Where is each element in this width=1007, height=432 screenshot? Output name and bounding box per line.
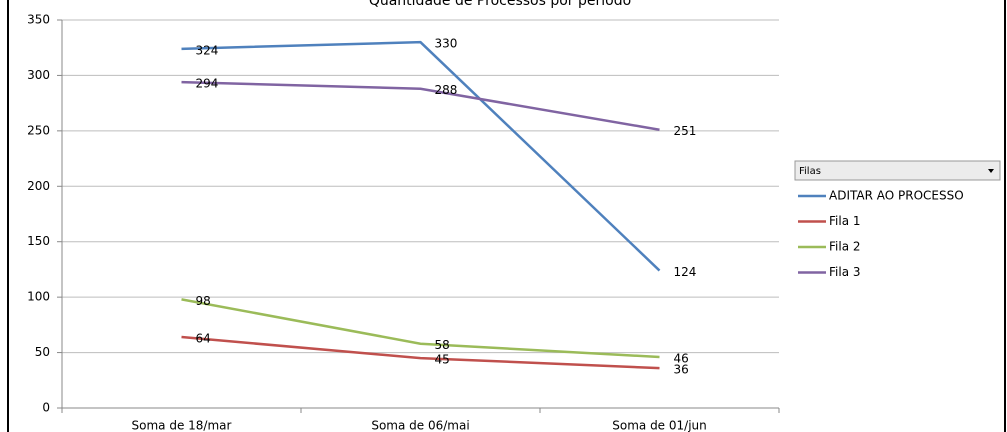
data-label: 324	[196, 43, 219, 57]
y-tick-label: 0	[42, 401, 50, 415]
x-tick-label: Soma de 01/jun	[612, 419, 707, 432]
data-label: 45	[435, 353, 450, 367]
series-line	[181, 298, 660, 359]
data-label: 330	[435, 37, 458, 51]
series-line	[181, 80, 660, 131]
legend-label: ADITAR AO PROCESSO	[829, 189, 964, 203]
y-tick-label: 350	[27, 13, 50, 27]
y-tick-label: 50	[35, 345, 50, 359]
x-tick-label: Soma de 18/mar	[132, 419, 232, 432]
dropdown-arrow	[988, 169, 994, 173]
y-tick-label: 150	[27, 234, 50, 248]
legend-label: Fila 1	[829, 214, 861, 228]
data-label: 124	[674, 265, 697, 279]
data-label: 251	[674, 124, 697, 138]
data-label: 64	[196, 332, 211, 346]
series-line	[181, 335, 660, 370]
legend-label: Fila 3	[829, 265, 861, 279]
x-tick-label: Soma de 06/mai	[371, 419, 469, 432]
data-label: 288	[435, 83, 458, 97]
chart-frame	[7, 0, 1006, 432]
data-label: 294	[196, 77, 219, 91]
series-line	[181, 40, 661, 272]
data-label: 36	[674, 363, 689, 377]
data-label: 98	[196, 294, 211, 308]
y-tick-label: 300	[27, 68, 50, 82]
y-tick-label: 100	[27, 290, 50, 304]
legend-label: Fila 2	[829, 240, 861, 254]
chart-title: Quantidade de Processos por período	[369, 0, 631, 9]
y-tick-label: 200	[27, 179, 50, 193]
y-tick-label: 250	[27, 123, 50, 137]
data-label: 58	[435, 338, 450, 352]
legend-title: Filas	[799, 166, 821, 177]
legend-dropdown[interactable]	[794, 160, 1001, 181]
data-label: 46	[674, 352, 689, 366]
